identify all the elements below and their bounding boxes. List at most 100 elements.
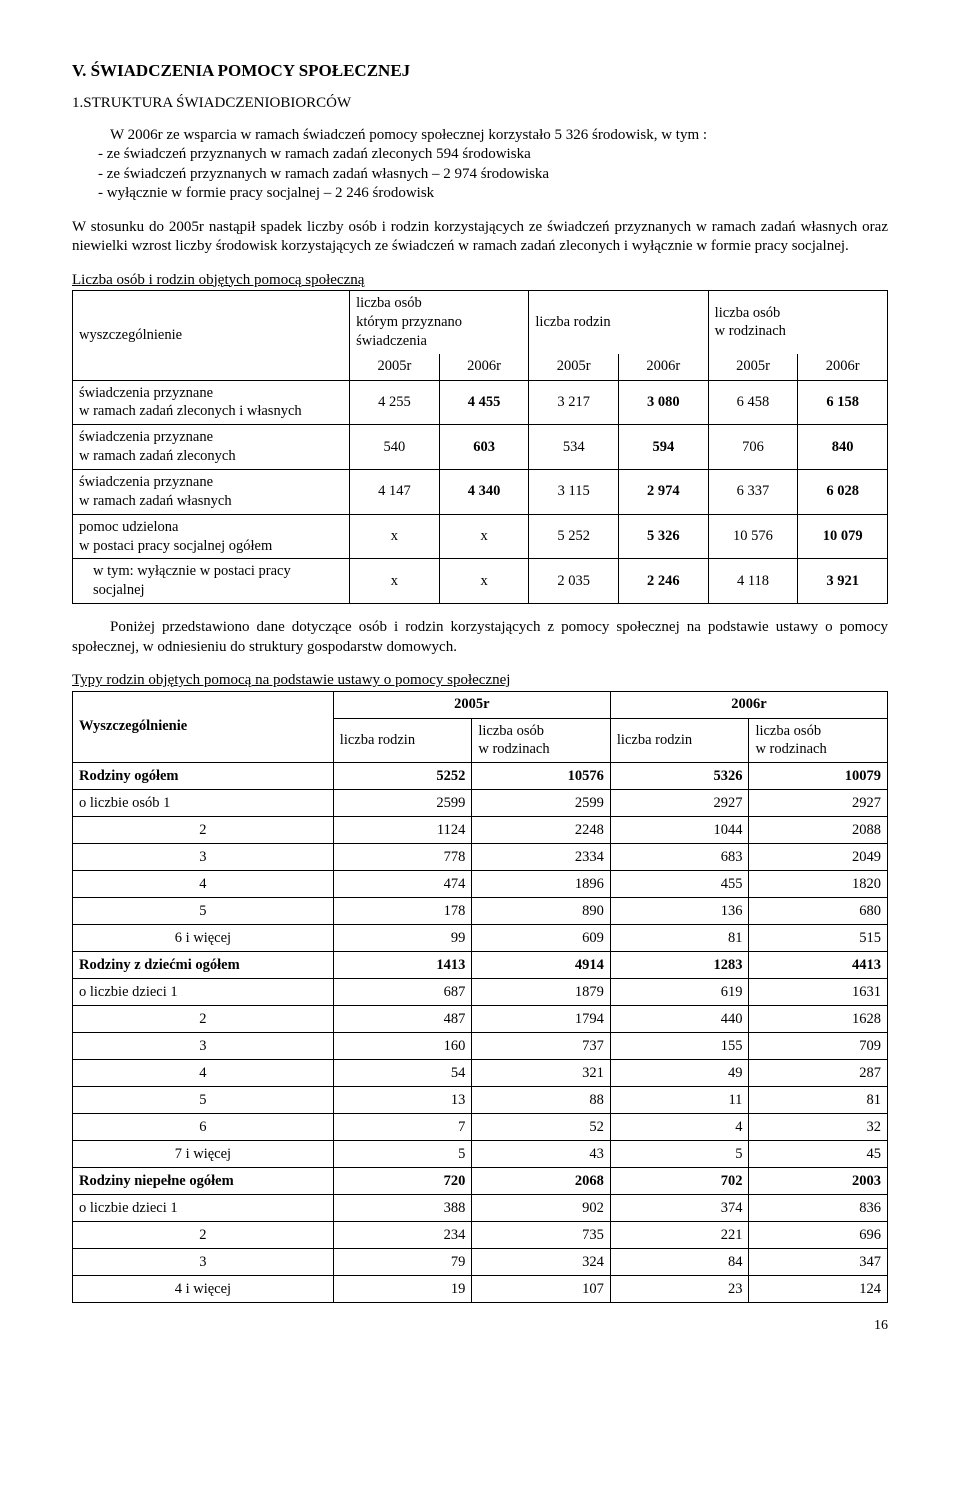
t2-cell: 374: [610, 1195, 749, 1222]
t1-cell: 10 079: [798, 514, 888, 559]
t2-subhead: liczba rodzin: [333, 718, 472, 763]
t2-cell: 515: [749, 925, 888, 952]
t2-cell: 735: [472, 1222, 611, 1249]
t1-year: 2006r: [798, 354, 888, 381]
t1-cell: 540: [350, 425, 440, 470]
t2-row-label: 7 i więcej: [73, 1141, 334, 1168]
table-row: świadczenia przyznanew ramach zadań włas…: [73, 470, 888, 515]
sub-section-title: 1.STRUKTURA ŚWIADCZENIOBIORCÓW: [72, 94, 888, 114]
t2-cell: 902: [472, 1195, 611, 1222]
table-row: 5178890136680: [73, 898, 888, 925]
t1-cell: 534: [529, 425, 619, 470]
t2-year: 2005r: [333, 691, 610, 718]
t2-cell: 287: [749, 1060, 888, 1087]
t2-cell: 234: [333, 1222, 472, 1249]
t2-cell: 124: [749, 1276, 888, 1303]
t2-cell: 1794: [472, 1006, 611, 1033]
table-row: 45432149287: [73, 1060, 888, 1087]
t1-cell: 4 455: [439, 380, 529, 425]
t2-cell: 178: [333, 898, 472, 925]
table-row: pomoc udzielonaw postaci pracy socjalnej…: [73, 514, 888, 559]
intro-bullet: - ze świadczeń przyznanych w ramach zada…: [98, 146, 531, 162]
t2-cell: 107: [472, 1276, 611, 1303]
t1-row-label: w tym: wyłącznie w postaci pracy socjaln…: [73, 559, 350, 604]
section-title: V. ŚWIADCZENIA POMOCY SPOŁECZNEJ: [72, 60, 888, 82]
t1-cell: 2 974: [619, 470, 709, 515]
page-number: 16: [72, 1317, 888, 1335]
t2-row-label: 3: [73, 1033, 334, 1060]
t2-cell: 7: [333, 1114, 472, 1141]
t2-cell: 32: [749, 1114, 888, 1141]
t2-cell: 2927: [610, 790, 749, 817]
t2-cell: 836: [749, 1195, 888, 1222]
t1-cell: 706: [708, 425, 798, 470]
t2-cell: 2334: [472, 844, 611, 871]
t1-cell: x: [439, 559, 529, 604]
t2-row-label: Rodziny ogółem: [73, 763, 334, 790]
t2-cell: 1044: [610, 817, 749, 844]
t2-cell: 619: [610, 979, 749, 1006]
t1-head-rodzin: liczba rodzin: [529, 291, 708, 354]
t2-cell: 5326: [610, 763, 749, 790]
t1-cell: x: [350, 559, 440, 604]
t2-cell: 2068: [472, 1168, 611, 1195]
t2-cell: 683: [610, 844, 749, 871]
t2-row-label: 6: [73, 1114, 334, 1141]
t2-cell: 2599: [333, 790, 472, 817]
t2-row-label: 4: [73, 1060, 334, 1087]
t2-cell: 1896: [472, 871, 611, 898]
t1-cell: 3 080: [619, 380, 709, 425]
t2-cell: 5: [610, 1141, 749, 1168]
t1-row-label: świadczenia przyznane w ramach zadań zle…: [73, 380, 350, 425]
t2-subhead: liczba osóbw rodzinach: [472, 718, 611, 763]
t1-cell: 4 147: [350, 470, 440, 515]
t2-cell: 687: [333, 979, 472, 1006]
t2-year: 2006r: [610, 691, 887, 718]
t1-row-label: świadczenia przyznanew ramach zadań włas…: [73, 470, 350, 515]
t2-cell: 84: [610, 1249, 749, 1276]
t2-cell: 79: [333, 1249, 472, 1276]
t2-cell: 1820: [749, 871, 888, 898]
table-row: 21124224810442088: [73, 817, 888, 844]
table-row: 447418964551820: [73, 871, 888, 898]
table-row: 2234735221696: [73, 1222, 888, 1249]
t2-cell: 324: [472, 1249, 611, 1276]
t1-cell: 603: [439, 425, 529, 470]
t2-cell: 1628: [749, 1006, 888, 1033]
t1-cell: 6 158: [798, 380, 888, 425]
t1-cell: 6 337: [708, 470, 798, 515]
t2-cell: 1631: [749, 979, 888, 1006]
t1-year: 2005r: [350, 354, 440, 381]
t1-cell: x: [439, 514, 529, 559]
t1-cell: 3 217: [529, 380, 619, 425]
t1-row-label: pomoc udzielonaw postaci pracy socjalnej…: [73, 514, 350, 559]
t2-subhead: liczba rodzin: [610, 718, 749, 763]
t2-row-label: 6 i więcej: [73, 925, 334, 952]
table-row: 3160737155709: [73, 1033, 888, 1060]
t1-year: 2005r: [529, 354, 619, 381]
t1-head-wys: wyszczególnienie: [73, 291, 350, 381]
t2-cell: 4914: [472, 952, 611, 979]
table-row: 6752432: [73, 1114, 888, 1141]
t2-cell: 52: [472, 1114, 611, 1141]
t2-cell: 136: [610, 898, 749, 925]
t1-year: 2006r: [439, 354, 529, 381]
table-row: 377823346832049: [73, 844, 888, 871]
t2-row-label: 3: [73, 1249, 334, 1276]
t1-year: 2005r: [708, 354, 798, 381]
t2-cell: 702: [610, 1168, 749, 1195]
intro-paragraph-2: W stosunku do 2005r nastąpił spadek licz…: [72, 218, 888, 257]
t2-cell: 5: [333, 1141, 472, 1168]
t1-row-label: świadczenia przyznane w ramach zadań zle…: [73, 425, 350, 470]
t2-cell: 2248: [472, 817, 611, 844]
table-row: o liczbie osób 12599259929272927: [73, 790, 888, 817]
table-row: świadczenia przyznane w ramach zadań zle…: [73, 380, 888, 425]
t1-cell: 4 340: [439, 470, 529, 515]
t2-cell: 474: [333, 871, 472, 898]
t2-cell: 43: [472, 1141, 611, 1168]
t2-row-label: Rodziny niepełne ogółem: [73, 1168, 334, 1195]
t2-row-label: o liczbie dzieci 1: [73, 979, 334, 1006]
t1-cell: 5 326: [619, 514, 709, 559]
t1-cell: 4 118: [708, 559, 798, 604]
t2-cell: 1124: [333, 817, 472, 844]
